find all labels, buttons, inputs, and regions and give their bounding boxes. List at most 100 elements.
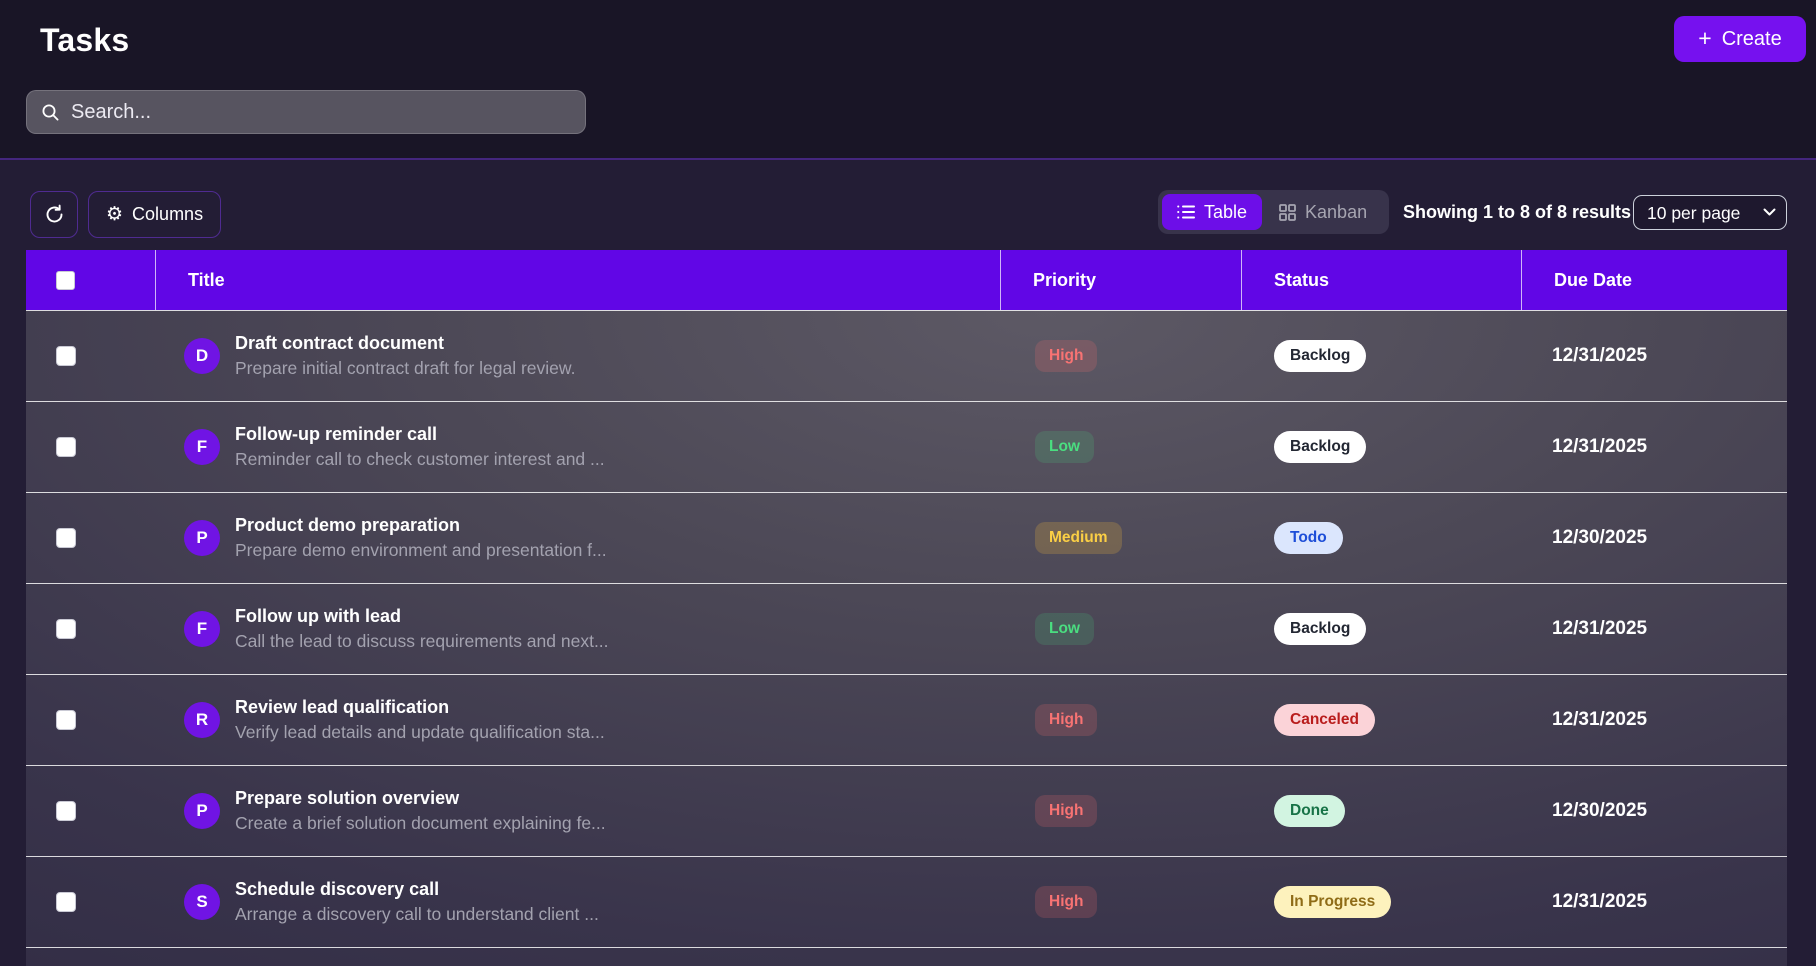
columns-button[interactable]: ⚙ Columns <box>88 191 222 238</box>
task-description: Create a brief solution document explain… <box>235 813 606 833</box>
row-checkbox[interactable] <box>56 801 76 821</box>
search-input[interactable] <box>71 100 571 124</box>
task-title: Prepare solution overview <box>235 788 460 808</box>
due-date: 12/31/2025 <box>1552 345 1648 366</box>
avatar: D <box>184 338 220 374</box>
tasks-table: Title Priority Status Due Date D Draft c… <box>26 250 1787 966</box>
due-date: 12/31/2025 <box>1552 709 1648 730</box>
task-title: Product demo preparation <box>235 515 461 535</box>
row-checkbox[interactable] <box>56 437 76 457</box>
due-date: 12/30/2025 <box>1552 527 1648 548</box>
priority-badge: High <box>1035 795 1098 827</box>
create-button[interactable]: + Create <box>1674 16 1806 62</box>
partial-table-row[interactable] <box>26 947 1787 966</box>
task-description: Call the lead to discuss requirements an… <box>235 631 609 651</box>
table-row[interactable]: S Schedule discovery call Arrange a disc… <box>26 856 1787 947</box>
columns-button-label: Columns <box>132 204 204 224</box>
task-description: Verify lead details and update qualifica… <box>235 722 605 742</box>
row-priority-cell: Medium <box>1001 493 1242 583</box>
search-icon <box>41 103 60 122</box>
row-status-cell: In Progress <box>1242 857 1522 947</box>
row-status-cell: Todo <box>1242 493 1522 583</box>
table-row[interactable]: P Product demo preparation Prepare demo … <box>26 492 1787 583</box>
create-button-label: Create <box>1721 27 1782 50</box>
row-checkbox[interactable] <box>56 346 76 366</box>
task-description: Prepare demo environment and presentatio… <box>235 540 607 560</box>
row-checkbox-cell <box>26 402 156 492</box>
row-priority-cell: Low <box>1001 402 1242 492</box>
column-header-title[interactable]: Title <box>156 250 1001 310</box>
avatar: F <box>184 429 220 465</box>
row-title-cell: P Product demo preparation Prepare demo … <box>156 493 1001 583</box>
tab-table-view[interactable]: Table <box>1162 194 1263 230</box>
row-priority-cell: High <box>1001 857 1242 947</box>
task-title: Follow up with lead <box>235 606 401 626</box>
priority-badge: High <box>1035 704 1098 736</box>
column-header-status[interactable]: Status <box>1242 250 1522 310</box>
status-badge: Canceled <box>1274 704 1375 736</box>
plus-icon: + <box>1698 24 1712 51</box>
row-checkbox[interactable] <box>56 892 76 912</box>
select-all-checkbox[interactable] <box>56 270 75 290</box>
status-badge: Done <box>1274 795 1345 827</box>
view-toggle-group: Table Kanban <box>1158 190 1389 234</box>
row-checkbox-cell <box>26 584 156 674</box>
tab-kanban-view[interactable]: Kanban <box>1264 194 1382 230</box>
avatar: F <box>184 611 220 647</box>
status-badge: In Progress <box>1274 886 1392 918</box>
column-header-priority[interactable]: Priority <box>1001 250 1242 310</box>
table-row[interactable]: F Follow up with lead Call the lead to d… <box>26 583 1787 674</box>
row-checkbox-cell <box>26 766 156 856</box>
row-checkbox-cell <box>26 857 156 947</box>
row-status-cell: Backlog <box>1242 311 1522 401</box>
page-size-control: 10 per page <box>1633 195 1787 230</box>
table-row[interactable]: P Prepare solution overview Create a bri… <box>26 765 1787 856</box>
row-checkbox[interactable] <box>56 710 76 730</box>
tab-kanban-label: Kanban <box>1305 201 1368 222</box>
page-header: Tasks + Create <box>0 0 1816 160</box>
task-description: Arrange a discovery call to understand c… <box>235 904 599 924</box>
row-checkbox-cell <box>26 311 156 401</box>
row-title-cell: F Follow up with lead Call the lead to d… <box>156 584 1001 674</box>
row-status-cell: Backlog <box>1242 402 1522 492</box>
due-date: 12/31/2025 <box>1552 891 1648 912</box>
search-box <box>26 90 586 134</box>
kanban-grid-icon <box>1279 203 1296 221</box>
table-row[interactable]: D Draft contract document Prepare initia… <box>26 310 1787 401</box>
column-header-due-date[interactable]: Due Date <box>1554 269 1633 290</box>
page-size-select[interactable]: 10 per page <box>1633 195 1787 230</box>
row-title-cell: P Prepare solution overview Create a bri… <box>156 766 1001 856</box>
due-date: 12/30/2025 <box>1552 800 1648 821</box>
gear-icon: ⚙ <box>106 203 124 225</box>
priority-badge: High <box>1035 886 1098 918</box>
refresh-icon <box>44 204 65 225</box>
priority-badge: High <box>1035 340 1098 372</box>
task-title: Review lead qualification <box>235 697 450 717</box>
row-checkbox[interactable] <box>56 528 76 548</box>
row-status-cell: Canceled <box>1242 675 1522 765</box>
row-title-cell: S Schedule discovery call Arrange a disc… <box>156 857 1001 947</box>
row-priority-cell: Low <box>1001 584 1242 674</box>
tab-table-label: Table <box>1204 201 1248 222</box>
priority-badge: Low <box>1035 613 1094 645</box>
task-title: Schedule discovery call <box>235 879 440 899</box>
avatar: P <box>184 520 220 556</box>
due-date: 12/31/2025 <box>1552 618 1648 639</box>
status-badge: Todo <box>1274 522 1343 554</box>
row-checkbox-cell <box>26 675 156 765</box>
task-title: Follow-up reminder call <box>235 424 438 444</box>
table-body: D Draft contract document Prepare initia… <box>26 310 1787 966</box>
row-checkbox[interactable] <box>56 619 76 639</box>
table-row[interactable]: F Follow-up reminder call Reminder call … <box>26 401 1787 492</box>
priority-badge: Low <box>1035 431 1094 463</box>
page-title: Tasks <box>40 22 130 58</box>
refresh-button[interactable] <box>30 191 78 238</box>
table-row[interactable]: R Review lead qualification Verify lead … <box>26 674 1787 765</box>
priority-badge: Medium <box>1035 522 1122 554</box>
task-description: Reminder call to check customer interest… <box>235 449 605 469</box>
avatar: S <box>184 884 220 920</box>
row-title-cell: R Review lead qualification Verify lead … <box>156 675 1001 765</box>
status-badge: Backlog <box>1274 431 1367 463</box>
row-priority-cell: High <box>1001 766 1242 856</box>
task-title: Draft contract document <box>235 333 445 353</box>
